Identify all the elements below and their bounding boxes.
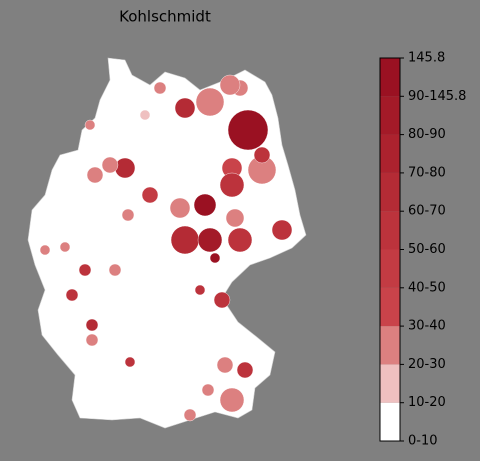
colorbar-tick-label: 0-10	[408, 434, 438, 449]
colorbar-tick-label: 90-145.8	[408, 89, 466, 104]
region	[227, 227, 253, 253]
region	[201, 383, 215, 397]
region	[141, 186, 159, 204]
region	[194, 284, 206, 296]
colorbar-tick-label: 20-30	[408, 357, 446, 372]
region	[108, 263, 122, 277]
colorbar-tick-label: 70-80	[408, 165, 446, 180]
colorbar-tick-label: 50-60	[408, 242, 446, 257]
region	[169, 197, 191, 219]
colorbar-level	[380, 249, 400, 288]
colorbar-level	[380, 287, 400, 327]
region	[121, 208, 135, 222]
region	[219, 172, 245, 198]
region	[174, 97, 196, 119]
region	[227, 109, 269, 151]
colorbar-level	[380, 134, 400, 173]
region	[170, 225, 200, 255]
colorbar-tick-label: 40-50	[408, 280, 446, 295]
region	[225, 208, 245, 228]
region	[85, 318, 99, 332]
colorbar-tick-label: 80-90	[408, 127, 446, 142]
region	[65, 288, 79, 302]
region	[183, 408, 197, 422]
region	[153, 81, 167, 95]
region	[197, 227, 223, 253]
region	[139, 109, 151, 121]
region	[219, 387, 245, 413]
region	[219, 74, 241, 96]
region	[114, 157, 136, 179]
region	[39, 244, 51, 256]
colorbar-tick-label: 145.8	[408, 51, 445, 66]
region	[253, 146, 271, 164]
colorbar-level	[380, 58, 400, 97]
region	[236, 361, 254, 379]
country-outline	[27, 57, 307, 429]
region	[78, 263, 92, 277]
colorbar-level	[380, 96, 400, 135]
region	[271, 219, 293, 241]
region	[84, 119, 96, 131]
region	[59, 241, 71, 253]
region	[101, 156, 119, 174]
region	[209, 252, 221, 264]
region	[85, 333, 99, 347]
colorbar-level	[380, 326, 400, 365]
colorbar-tick-label: 60-70	[408, 204, 446, 219]
region	[86, 166, 104, 184]
region	[193, 193, 217, 217]
colorbar-tick-label: 10-20	[408, 395, 446, 410]
colorbar-level	[380, 364, 400, 403]
colorbar-tick-label: 30-40	[408, 319, 446, 334]
colorbar-level	[380, 211, 400, 250]
region	[213, 291, 231, 309]
region	[124, 356, 136, 368]
colorbar-level	[380, 172, 400, 212]
region	[216, 356, 234, 374]
colorbar-level	[380, 402, 400, 441]
map-title: Kohlschmidt	[119, 8, 211, 26]
region	[195, 87, 225, 117]
